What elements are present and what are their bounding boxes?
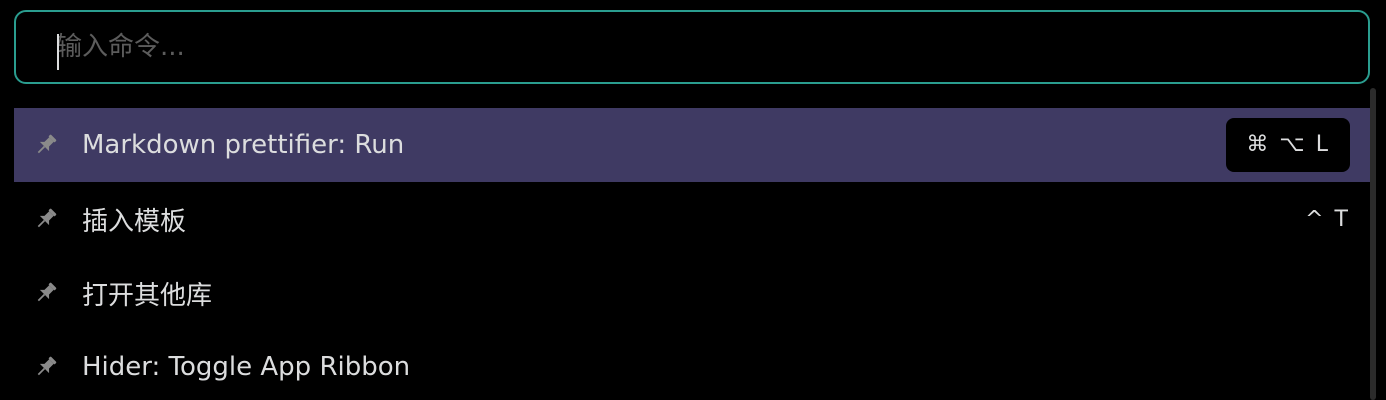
command-label: 打开其他库	[82, 280, 213, 311]
command-item-insert-template[interactable]: 插入模板 ^ T	[14, 182, 1370, 256]
command-search-box[interactable]	[14, 10, 1370, 84]
command-label: Markdown prettifier: Run	[82, 130, 405, 160]
command-hotkey: ⌘ ⌥ L	[1226, 118, 1350, 172]
command-label: 插入模板	[82, 206, 187, 237]
pin-icon[interactable]	[32, 279, 60, 307]
text-caret	[57, 34, 59, 70]
pin-icon[interactable]	[32, 131, 60, 159]
command-item-open-other-vault[interactable]: 打开其他库	[14, 256, 1370, 330]
command-search-input[interactable]	[56, 12, 1346, 82]
scrollbar[interactable]	[1370, 88, 1376, 400]
pin-icon[interactable]	[32, 205, 60, 233]
pin-icon[interactable]	[32, 353, 60, 381]
command-label: Hider: Toggle App Ribbon	[82, 352, 411, 382]
command-list: Markdown prettifier: Run ⌘ ⌥ L 插入模板 ^ T …	[14, 108, 1370, 400]
command-hotkey: ^ T	[1305, 206, 1350, 232]
command-item-hider-toggle-ribbon[interactable]: Hider: Toggle App Ribbon	[14, 330, 1370, 400]
command-item-markdown-prettifier[interactable]: Markdown prettifier: Run ⌘ ⌥ L	[14, 108, 1370, 182]
